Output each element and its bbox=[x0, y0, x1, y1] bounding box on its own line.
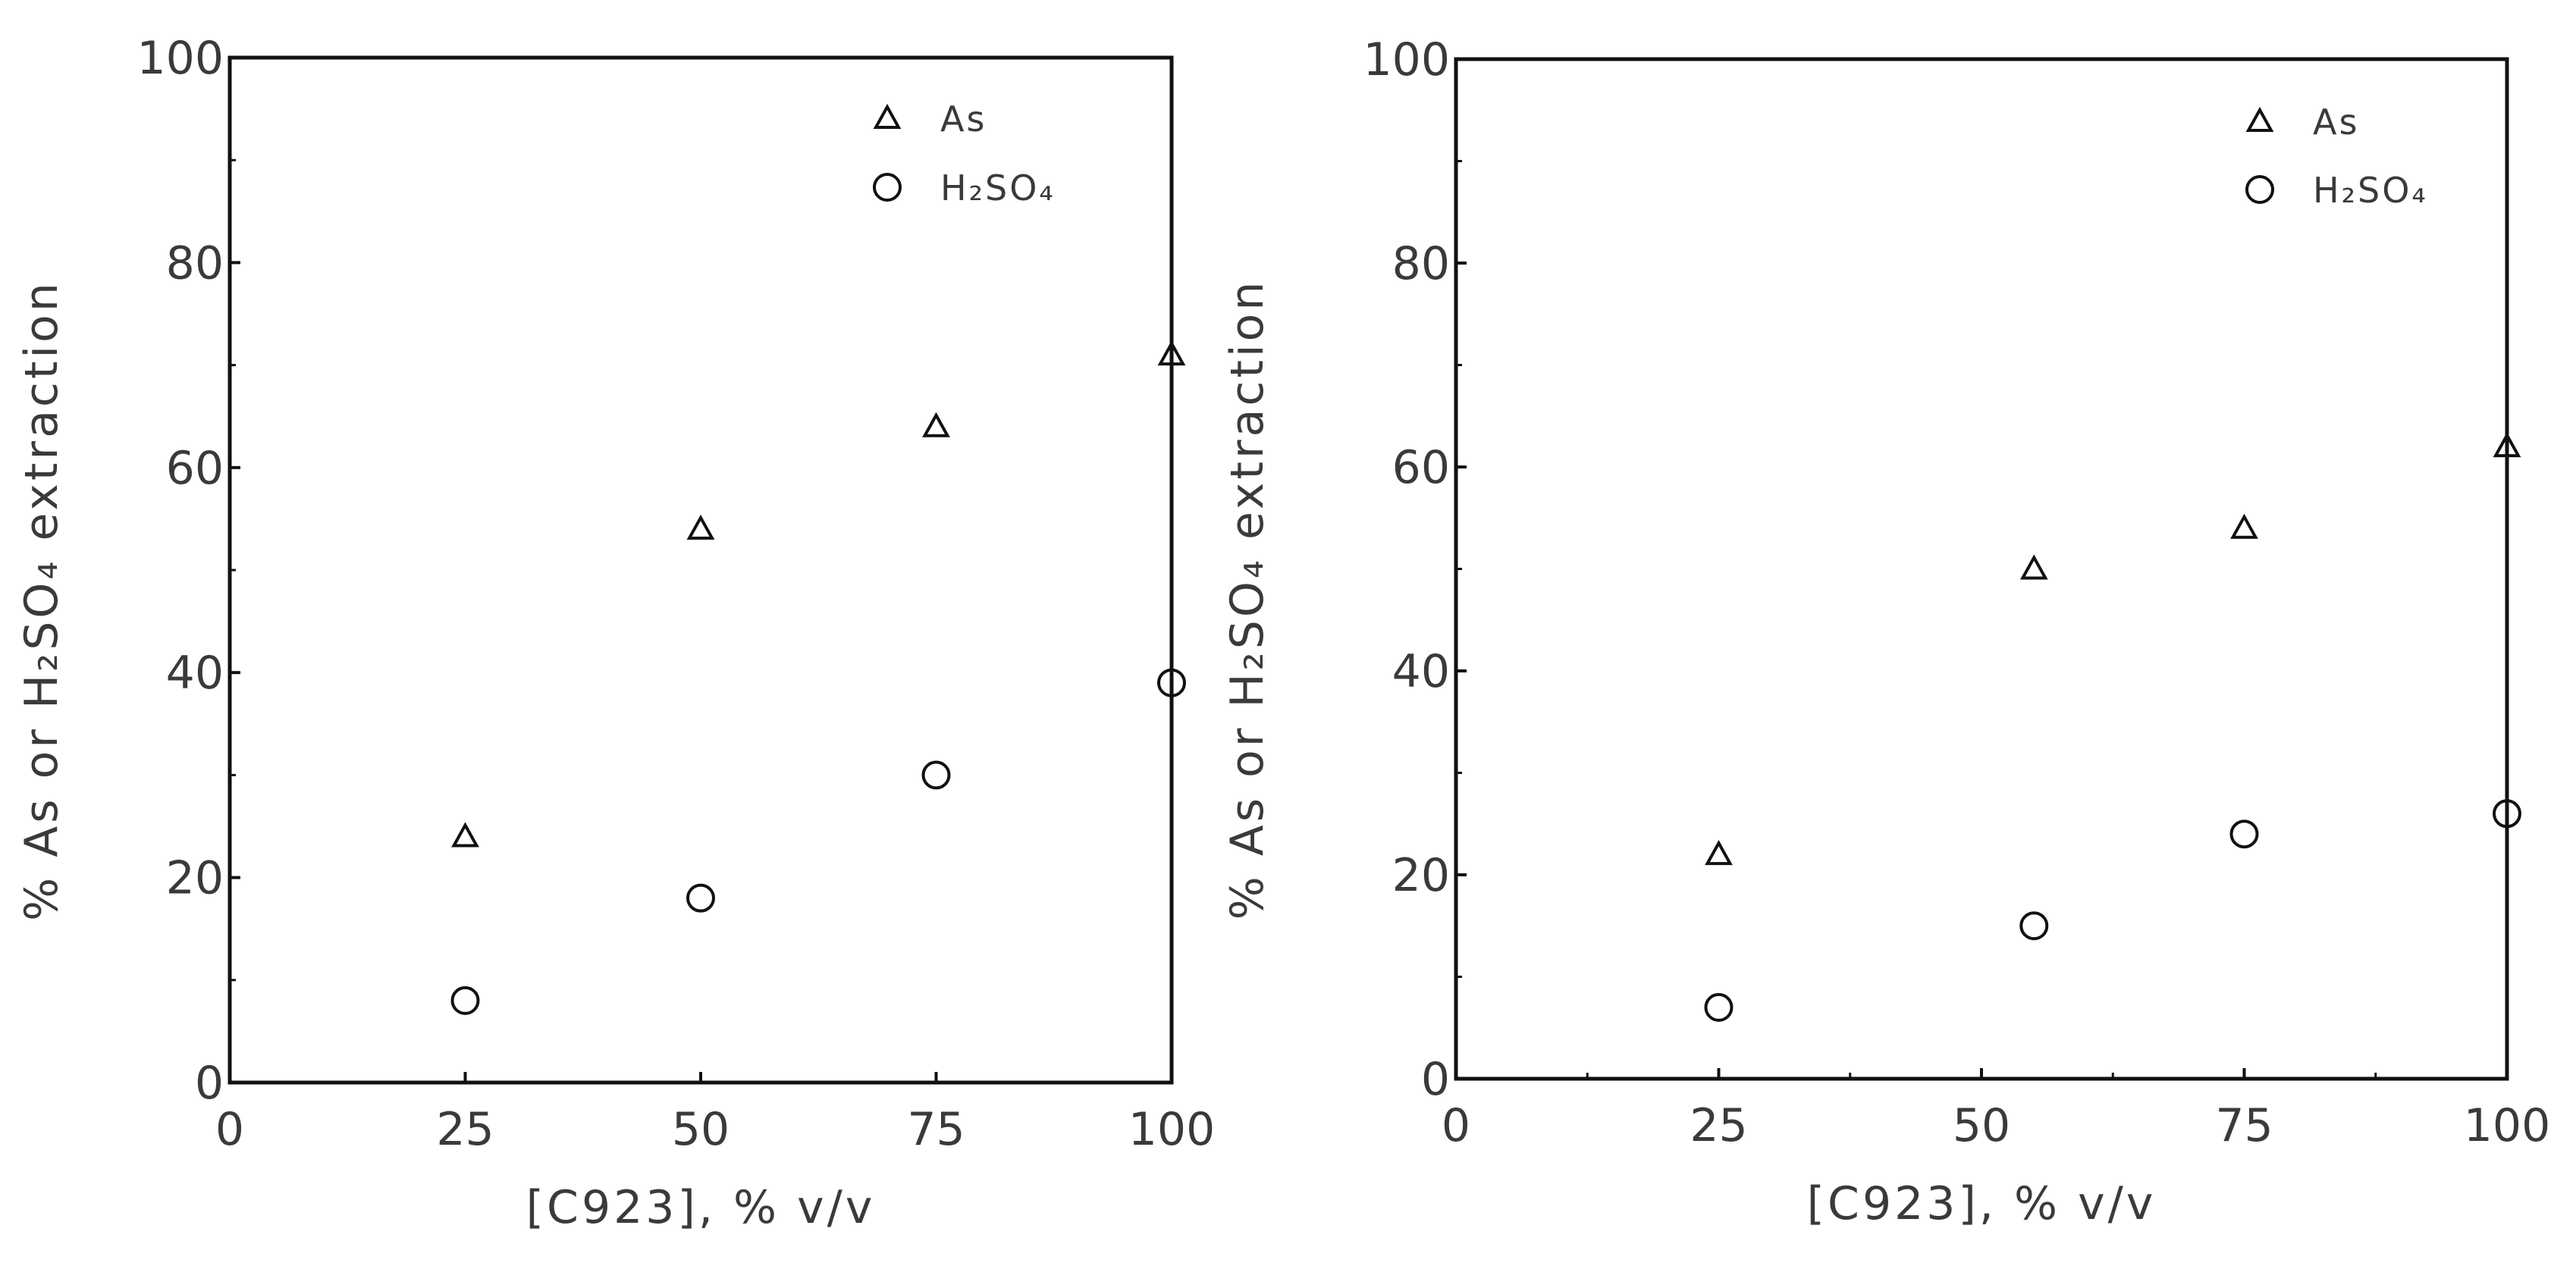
x-tick-label: 25 bbox=[436, 1103, 494, 1156]
data-point bbox=[450, 986, 480, 1015]
data-point bbox=[2493, 431, 2521, 458]
data-point bbox=[2019, 911, 2049, 941]
series-2 bbox=[1704, 799, 2521, 1022]
y-tick-label: 80 bbox=[166, 237, 224, 290]
data-point bbox=[1157, 668, 1186, 697]
series-1 bbox=[451, 340, 1186, 848]
legend-label: H₂SO₄ bbox=[2313, 170, 2428, 211]
series-2 bbox=[450, 668, 1186, 1015]
data-point bbox=[686, 883, 715, 913]
y-axis-label: % As or H₂SO₄ extraction bbox=[1221, 279, 1274, 920]
x-tick-label: 25 bbox=[1690, 1099, 1747, 1152]
legend-marker bbox=[2245, 175, 2274, 204]
x-tick-label: 75 bbox=[2215, 1099, 2273, 1152]
x-tick-label: 100 bbox=[1128, 1103, 1216, 1156]
x-tick-label: 75 bbox=[907, 1103, 965, 1156]
y-tick-label: 60 bbox=[1392, 441, 1450, 494]
data-point bbox=[2493, 799, 2521, 829]
legend-marker bbox=[2245, 106, 2274, 132]
legend-label: As bbox=[2313, 102, 2359, 143]
data-point bbox=[686, 514, 715, 540]
y-tick-label: 40 bbox=[166, 647, 224, 700]
y-tick-label: 100 bbox=[1363, 33, 1450, 86]
data-point bbox=[1704, 992, 1734, 1022]
y-tick-label: 100 bbox=[136, 32, 224, 85]
legend-label: As bbox=[940, 99, 987, 139]
chart-1: 0 20 40 60 80 100 0 25 50 75 100 [C923], % v/v % As … bbox=[15, 32, 1215, 1234]
data-point bbox=[922, 412, 950, 437]
y-tick-label: 80 bbox=[1392, 237, 1450, 290]
data-point bbox=[451, 822, 479, 848]
x-tick-label: 50 bbox=[672, 1103, 730, 1156]
legend-label: H₂SO₄ bbox=[940, 168, 1056, 208]
data-point bbox=[2019, 554, 2048, 580]
x-tick-label: 50 bbox=[1953, 1099, 2010, 1152]
plot-frame bbox=[1454, 57, 2509, 1081]
legend-marker bbox=[873, 103, 902, 129]
x-tick-label: 0 bbox=[215, 1103, 244, 1156]
x-axis-label: [C923], % v/v bbox=[1807, 1177, 2157, 1230]
y-tick-label: 0 bbox=[1421, 1053, 1450, 1106]
y-tick-label: 60 bbox=[166, 442, 224, 495]
plot-frame bbox=[227, 55, 1174, 1085]
y-tick-label: 20 bbox=[1392, 849, 1450, 902]
y-axis-label: % As or H₂SO₄ extraction bbox=[15, 280, 68, 921]
x-axis-label: [C923], % v/v bbox=[526, 1181, 876, 1234]
series-1 bbox=[1705, 431, 2521, 866]
y-tick-label: 40 bbox=[1392, 645, 1450, 698]
data-point bbox=[1705, 839, 1733, 866]
data-point bbox=[2230, 513, 2258, 539]
x-tick-label: 0 bbox=[1442, 1099, 1470, 1152]
x-tick-label: 100 bbox=[2464, 1099, 2551, 1152]
data-point bbox=[2229, 819, 2259, 849]
y-tick-label: 20 bbox=[166, 852, 224, 905]
y-tick-label: 0 bbox=[195, 1057, 224, 1110]
chart-2: 0 20 40 60 80 100 0 25 50 75 100 [C923], % v/v % As … bbox=[1221, 33, 2550, 1230]
data-point bbox=[1157, 340, 1186, 366]
legend-marker bbox=[873, 173, 902, 202]
data-point bbox=[921, 760, 951, 790]
